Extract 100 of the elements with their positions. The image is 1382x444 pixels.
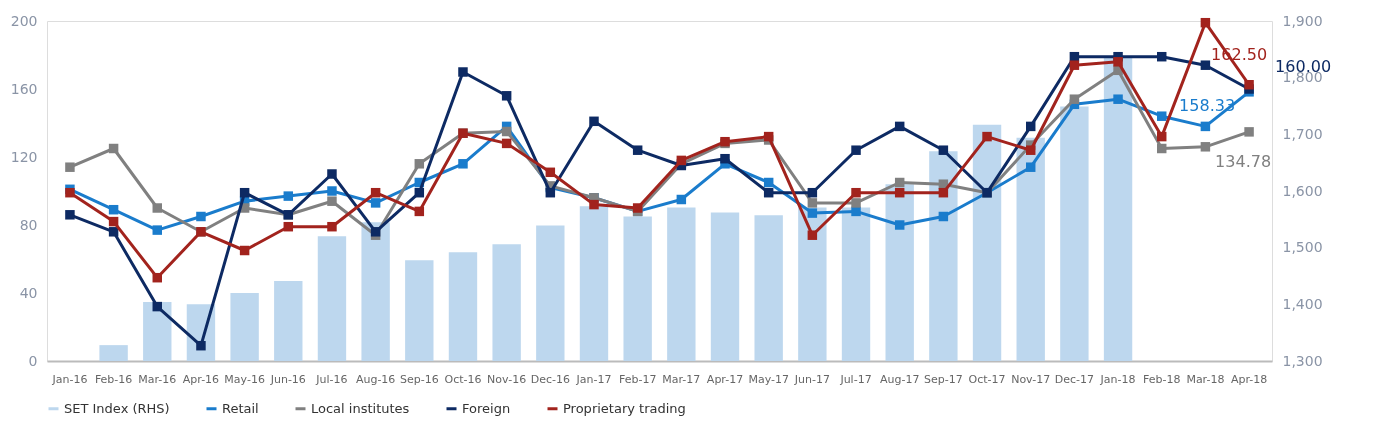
point [894, 121, 905, 132]
point [239, 187, 250, 198]
point [589, 116, 599, 127]
x-tick-label: Jun-17 [793, 372, 830, 386]
point [370, 198, 381, 208]
point [545, 187, 556, 198]
x-tick-label: May-17 [748, 372, 789, 386]
x-tick-label: Feb-18 [1143, 372, 1181, 386]
y-tick-label: 200 [10, 12, 38, 29]
point [851, 187, 861, 198]
y2-tick-label: 1,500 [1282, 239, 1323, 256]
point [414, 206, 425, 217]
point [763, 131, 774, 142]
x-tick-label: Aug-17 [879, 372, 920, 386]
point [327, 221, 337, 232]
point [327, 196, 337, 206]
y2-tick-label: 1,900 [1282, 12, 1323, 29]
point [545, 167, 556, 178]
point [65, 210, 75, 220]
x-tick-label: Jun-16 [269, 372, 306, 386]
y2-tick-label: 1,300 [1282, 352, 1323, 369]
y-tick-label: 0 [28, 352, 38, 369]
x-tick-label: Nov-17 [1011, 372, 1051, 386]
point [239, 245, 250, 256]
x-tick-label: May-16 [224, 372, 265, 386]
point [283, 191, 294, 201]
x-tick-label: Mar-17 [662, 372, 701, 386]
point [108, 216, 119, 227]
point [108, 204, 119, 215]
x-tick-label: Dec-17 [1054, 372, 1095, 386]
point [152, 301, 163, 312]
point [894, 220, 905, 230]
y-tick-label: 160 [10, 80, 38, 97]
point [501, 138, 512, 149]
x-tick-label: Mar-16 [138, 372, 177, 386]
point [1156, 131, 1167, 142]
point [152, 203, 163, 213]
x-tick-label: Jul-16 [315, 372, 348, 386]
x-tick-label: Jan-18 [1099, 372, 1136, 386]
point [807, 230, 818, 240]
point [1025, 162, 1036, 172]
point [152, 225, 163, 235]
x-tick-label: Jan-17 [575, 372, 612, 386]
point [720, 153, 730, 164]
x-tick-label: Dec-16 [530, 372, 570, 386]
point [65, 162, 75, 172]
point [1200, 17, 1211, 28]
point [108, 227, 119, 237]
point [1244, 80, 1254, 90]
point [458, 67, 468, 77]
point [458, 159, 468, 169]
point [108, 143, 119, 154]
point [894, 177, 905, 188]
point [894, 187, 905, 198]
point [589, 199, 599, 210]
point [196, 340, 206, 351]
legend-label: SET Index (RHS) [64, 400, 170, 416]
x-tick-label: Sep-17 [924, 372, 963, 386]
point [938, 187, 949, 198]
x-tick-label: Oct-17 [968, 372, 1006, 386]
y2-tick-label: 1,400 [1282, 295, 1323, 312]
point [501, 126, 512, 137]
x-tick-label: Apr-18 [1230, 372, 1268, 386]
point [1156, 143, 1167, 154]
point [938, 145, 949, 155]
x-tick-label: Oct-16 [444, 372, 482, 386]
x-tick-label: Mar-18 [1186, 372, 1225, 386]
x-tick-label: Jan-16 [51, 372, 88, 386]
legend-label: Foreign [462, 400, 511, 416]
point [152, 272, 163, 283]
point [501, 91, 512, 101]
point [1113, 57, 1123, 67]
point [1069, 94, 1080, 104]
point [807, 198, 818, 208]
point [414, 187, 425, 198]
x-tick-label: Sep-16 [399, 372, 439, 386]
point [327, 186, 337, 196]
point [327, 169, 337, 179]
point [196, 211, 206, 222]
point [370, 187, 381, 198]
point [1156, 111, 1167, 121]
y2-tick-label: 1,700 [1282, 125, 1323, 142]
point [851, 198, 861, 208]
point [1244, 127, 1254, 137]
y2-tick-label: 1,600 [1282, 182, 1323, 199]
point [807, 208, 818, 218]
point [1156, 51, 1167, 62]
point [676, 155, 687, 166]
point [938, 211, 949, 222]
legend-label: Proprietary trading [563, 400, 686, 416]
point [763, 177, 774, 188]
point [1025, 121, 1036, 132]
point [283, 221, 294, 232]
y-tick-label: 120 [10, 148, 38, 165]
x-tick-label: Feb-17 [618, 372, 657, 386]
point [1069, 60, 1080, 70]
point [632, 145, 643, 155]
x-tick-label: Nov-16 [487, 372, 527, 386]
y-tick-label: 40 [19, 284, 38, 301]
data-label: 134.78 [1215, 151, 1272, 171]
